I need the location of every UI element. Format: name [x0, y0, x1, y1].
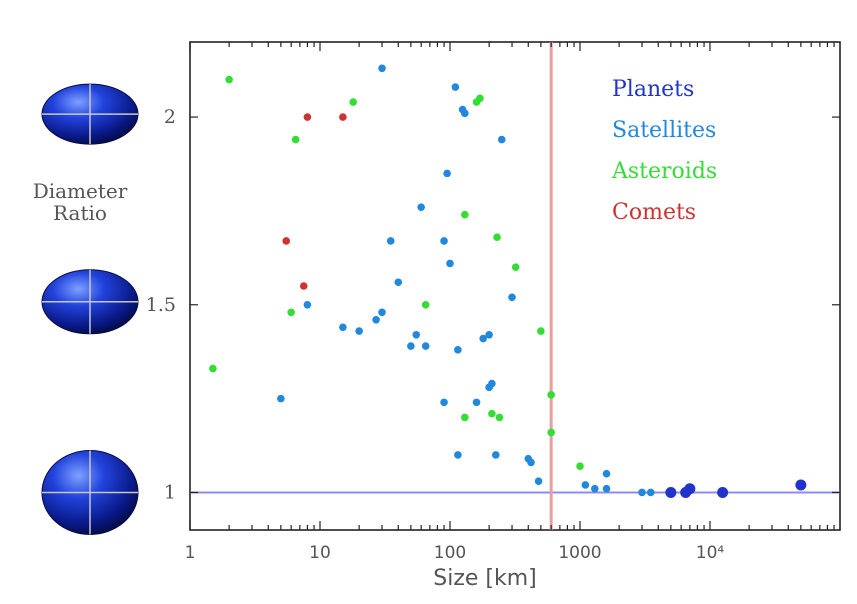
data-point-satellites	[355, 327, 363, 335]
data-point-satellites	[378, 64, 386, 73]
data-point-satellites	[638, 488, 646, 497]
data-point-asteroids	[511, 263, 520, 272]
data-point-satellites	[451, 83, 460, 91]
data-point-satellites	[527, 458, 535, 467]
y-axis-label-line-2: Ratio	[53, 201, 107, 225]
data-point-satellites	[417, 203, 425, 211]
data-point-planets	[665, 486, 677, 498]
data-point-satellites	[461, 109, 469, 118]
data-point-asteroids	[225, 75, 233, 84]
legend-item-planets: Planets	[612, 77, 694, 102]
data-point-satellites	[378, 308, 386, 317]
data-point-satellites	[534, 477, 543, 486]
legend: Planets Satellites Asteroids Comets	[611, 77, 717, 225]
data-point-satellites	[472, 398, 481, 407]
data-point-satellites	[581, 481, 590, 489]
data-point-planets	[795, 479, 807, 491]
data-point-asteroids	[461, 210, 469, 219]
data-point-asteroids	[495, 413, 504, 422]
data-point-satellites	[394, 278, 403, 287]
data-point-satellites	[488, 379, 496, 388]
plot-area	[189, 41, 841, 531]
y-tick-label: 2	[164, 106, 176, 128]
data-point-satellites	[497, 135, 506, 144]
legend-item-comets: Comets	[612, 200, 696, 225]
data-point-comets	[303, 113, 312, 121]
data-point-satellites	[491, 451, 500, 459]
data-point-comets	[282, 237, 291, 245]
data-point-satellites	[421, 342, 430, 350]
data-point-satellites	[277, 394, 285, 403]
shape-illustrations	[41, 83, 139, 535]
data-point-asteroids	[349, 98, 357, 106]
data-point-planets	[717, 486, 729, 498]
y-tick-label: 1.5	[146, 294, 176, 316]
data-point-satellites	[602, 484, 611, 493]
data-point-asteroids	[547, 428, 555, 437]
data-point-satellites	[446, 259, 454, 268]
data-point-asteroids	[488, 409, 496, 418]
legend-item-satellites: Satellites	[612, 118, 716, 143]
data-point-asteroids	[493, 233, 501, 241]
data-point-asteroids	[421, 300, 430, 309]
data-point-asteroids	[209, 364, 217, 373]
data-point-satellites	[339, 323, 347, 332]
y-axis-label-line-1: Diameter	[32, 179, 128, 203]
x-tick-label: 10	[309, 543, 331, 563]
data-point-planets	[684, 483, 696, 495]
data-point-satellites	[508, 293, 516, 302]
x-tick-label: 10⁴	[696, 543, 725, 563]
axis-ticks: 1 10 100 1000 10⁴ 1 1.5 2	[146, 42, 840, 563]
data-point-satellites	[591, 484, 599, 493]
data-point-asteroids	[476, 94, 484, 103]
x-tick-label: 100	[434, 543, 466, 563]
data-point-satellites	[646, 488, 655, 497]
data-point-satellites	[479, 334, 487, 343]
data-point-comets	[299, 282, 308, 290]
x-tick-label: 1000	[558, 543, 601, 563]
data-point-satellites	[407, 342, 415, 350]
data-point-satellites	[440, 237, 448, 245]
data-point-asteroids	[537, 327, 545, 335]
data-point-satellites	[303, 300, 312, 309]
y-tick-label: 1	[164, 481, 176, 503]
data-point-asteroids	[547, 391, 555, 399]
data-point-satellites	[454, 451, 462, 459]
data-point-satellites	[443, 169, 451, 178]
data-point-asteroids	[287, 308, 295, 317]
x-tick-label: 1	[185, 543, 196, 563]
x-axis-label: Size [km]	[433, 566, 537, 591]
data-point-satellites	[602, 469, 611, 478]
data-point-satellites	[386, 237, 395, 245]
y-axis-label: Diameter Ratio	[20, 180, 140, 224]
data-points	[209, 64, 807, 498]
legend-item-asteroids: Asteroids	[611, 159, 717, 184]
data-point-asteroids	[576, 462, 584, 470]
data-point-asteroids	[291, 135, 300, 144]
data-point-asteroids	[461, 413, 469, 422]
data-point-satellites	[372, 315, 380, 324]
data-point-comets	[339, 113, 347, 121]
reference-lines	[190, 42, 840, 530]
data-point-satellites	[454, 346, 462, 354]
data-point-satellites	[412, 331, 421, 339]
data-point-satellites	[440, 398, 448, 407]
data-point-satellites	[485, 331, 493, 339]
